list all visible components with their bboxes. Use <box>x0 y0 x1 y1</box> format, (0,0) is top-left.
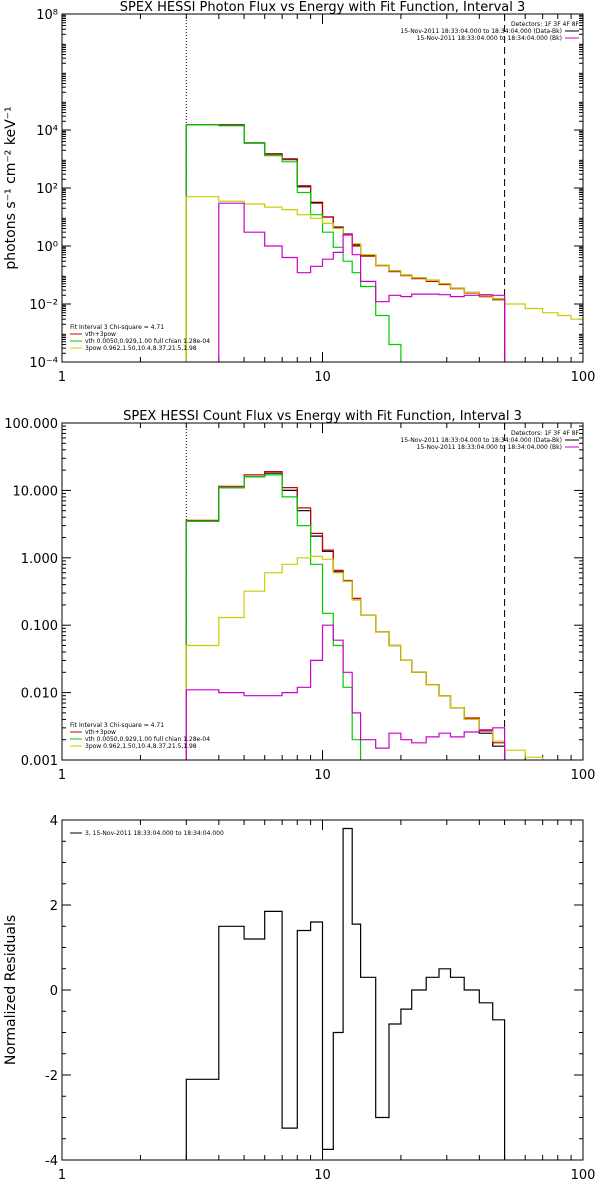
series-line-3 <box>185 196 583 362</box>
y-tick-label: -2 <box>45 1069 58 1084</box>
y-tick-label: 10² <box>36 182 58 197</box>
series-line-0 <box>185 472 506 760</box>
fit-legend-header: Fit Interval 3 Chi-square = 4.71 <box>70 722 164 729</box>
plot-frame <box>61 422 584 761</box>
fit-legend-entry: 3pow 0.962,1.50,10.4,8.37,21.5,1.98 <box>85 743 197 750</box>
legend-header: Detectors: 1F 3F 4F 8F <box>511 430 580 437</box>
y-tick-label: 2 <box>50 899 58 914</box>
y-tick-label: 10⁻² <box>29 298 58 313</box>
y-tick-label: 10⁴ <box>36 124 58 139</box>
y-tick-label: 10⁸ <box>36 8 58 23</box>
x-tick-label: 100 <box>571 1168 596 1183</box>
y-tick-label: 0.010 <box>21 687 58 702</box>
fit-legend-entry: vth+3pow <box>85 729 116 736</box>
x-tick-label: 10 <box>314 1168 331 1183</box>
chart-3: Normalized Residuals 1 10 100 -4 -2 0 2 4 3, 15-N… <box>3 814 595 1183</box>
legend-entry: 15-Nov-2011 18:33:04.000 to 18:34:04.000… <box>417 35 562 42</box>
series-line-2 <box>185 474 390 760</box>
x-tick-label: 1 <box>58 370 66 385</box>
x-tick-label: 1 <box>58 1168 66 1183</box>
fit-legend-entry: vth 0.0050,0.929,1.00 full chian 1.28e-0… <box>85 736 210 743</box>
fit-legend-header: Fit Interval 3 Chi-square = 4.71 <box>70 324 164 331</box>
legend-header: Detectors: 1F 3F 4F 8F <box>511 21 580 28</box>
chart-1: SPEX HESSI Photon Flux vs Energy with Fi… <box>3 0 595 385</box>
y-axis-label: photons s⁻¹ cm⁻² keV⁻¹ <box>3 106 19 269</box>
y-tick-label: 0 <box>50 984 58 999</box>
fit-legend-entry: vth 0.0050,0.929,1.00 full chian 1.28e-0… <box>85 338 210 345</box>
plot-frame <box>61 13 584 363</box>
x-tick-label: 100 <box>571 768 596 783</box>
legend-entry: 15-Nov-2011 18:33:04.000 to 18:34:04.000… <box>417 444 562 451</box>
series-line-1 <box>185 124 506 362</box>
series-line-0 <box>185 827 506 1160</box>
fit-legend-entry: vth+3pow <box>85 331 116 338</box>
plot-frame <box>61 819 584 1161</box>
y-tick-label: 10⁻⁴ <box>29 356 58 371</box>
series-line-4 <box>218 202 506 362</box>
y-tick-label: 0.001 <box>21 754 58 769</box>
series-line-4 <box>185 624 506 760</box>
legend-entry: 15-Nov-2011 18:33:04.000 to 18:34:04.000… <box>400 28 562 35</box>
series-line-1 <box>185 471 506 760</box>
y-tick-label: 100.000 <box>4 417 58 432</box>
legend-entry: 3, 15-Nov-2011 18:33:04.000 to 18:34:04.… <box>85 830 224 837</box>
x-tick-label: 10 <box>314 768 331 783</box>
chart-2: SPEX HESSI Count Flux vs Energy with Fit… <box>4 409 595 783</box>
series-line-0 <box>185 124 506 362</box>
y-tick-label: 10.000 <box>13 484 59 499</box>
y-tick-label: 0.100 <box>21 619 58 634</box>
y-tick-label: 1.000 <box>21 552 58 567</box>
chart-title: SPEX HESSI Count Flux vs Energy with Fit… <box>123 409 522 424</box>
y-tick-label: -4 <box>45 1154 58 1169</box>
chart-title: SPEX HESSI Photon Flux vs Energy with Fi… <box>120 0 526 15</box>
legend-entry: 15-Nov-2011 18:33:04.000 to 18:34:04.000… <box>400 437 562 444</box>
y-axis-label: Normalized Residuals <box>3 915 19 1065</box>
fit-legend-entry: 3pow 0.962,1.50,10.4,8.37,21.5,1.98 <box>85 345 197 352</box>
y-tick-label: 4 <box>50 814 58 829</box>
x-tick-label: 10 <box>314 370 331 385</box>
x-tick-label: 100 <box>571 370 596 385</box>
y-tick-label: 10⁰ <box>36 240 58 255</box>
series-line-3 <box>185 555 583 760</box>
x-tick-label: 1 <box>58 768 66 783</box>
